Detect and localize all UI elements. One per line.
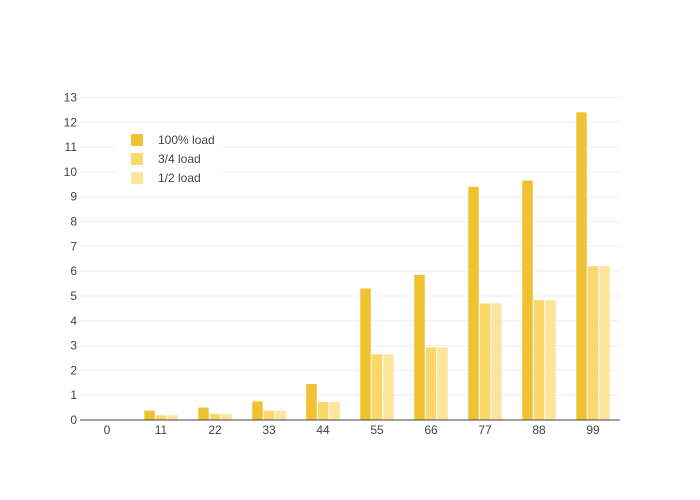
y-tick-label: 0 — [70, 413, 77, 427]
x-tick-label: 22 — [208, 423, 222, 437]
bar[interactable] — [371, 354, 383, 420]
y-tick-label: 9 — [70, 190, 77, 204]
y-tick-label: 7 — [70, 239, 77, 253]
bar[interactable] — [414, 274, 425, 420]
x-tick-label: 77 — [478, 423, 492, 437]
bar[interactable] — [479, 303, 491, 420]
y-tick-label: 10 — [64, 165, 78, 179]
legend-label: 3/4 load — [158, 152, 201, 166]
bar[interactable] — [491, 303, 502, 420]
bar[interactable] — [329, 402, 340, 420]
legend-item[interactable]: 1/2 load — [131, 171, 201, 185]
bars — [144, 112, 610, 421]
bar[interactable] — [437, 347, 448, 420]
y-tick-label: 6 — [70, 264, 77, 278]
bar[interactable] — [263, 410, 275, 420]
y-tick-label: 8 — [70, 215, 77, 229]
y-tick-label: 13 — [64, 90, 78, 104]
x-tick-label: 0 — [104, 423, 111, 437]
bar[interactable] — [468, 186, 479, 420]
bar[interactable] — [144, 410, 155, 420]
y-tick-label: 11 — [65, 140, 78, 154]
bar[interactable] — [155, 415, 167, 420]
bar[interactable] — [275, 410, 286, 420]
bar[interactable] — [522, 180, 533, 420]
bar[interactable] — [198, 407, 209, 420]
legend-label: 1/2 load — [158, 171, 201, 185]
x-tick-label: 11 — [155, 423, 168, 437]
y-tick-label: 2 — [70, 363, 77, 377]
legend[interactable]: 100% load 3/4 load 1/2 load — [116, 128, 223, 188]
x-tick-label: 44 — [316, 423, 330, 437]
bar[interactable] — [587, 266, 599, 420]
bar[interactable] — [317, 402, 329, 420]
bar[interactable] — [306, 384, 317, 420]
x-axis-ticks: 0 11 22 33 44 55 66 77 88 99 — [104, 423, 600, 437]
y-tick-label: 5 — [70, 289, 77, 303]
x-tick-label: 88 — [532, 423, 546, 437]
legend-swatch — [131, 172, 143, 184]
bar[interactable] — [533, 300, 545, 420]
bar[interactable] — [576, 112, 587, 421]
bar[interactable] — [545, 300, 556, 420]
bar[interactable] — [221, 413, 232, 420]
legend-label: 100% load — [158, 133, 215, 147]
bar[interactable] — [209, 413, 221, 420]
y-tick-label: 1 — [70, 388, 77, 402]
bar[interactable] — [167, 415, 178, 420]
legend-item[interactable]: 100% load — [131, 133, 215, 147]
bar[interactable] — [383, 354, 394, 420]
bar[interactable] — [252, 401, 263, 420]
legend-swatch — [131, 153, 143, 165]
bar[interactable] — [360, 288, 371, 420]
x-tick-label: 66 — [424, 423, 438, 437]
x-tick-label: 55 — [370, 423, 384, 437]
legend-swatch — [131, 134, 143, 146]
y-tick-label: 3 — [70, 339, 77, 353]
y-tick-label: 12 — [64, 115, 78, 129]
bar[interactable] — [425, 347, 437, 420]
x-tick-label: 33 — [262, 423, 276, 437]
legend-item[interactable]: 3/4 load — [131, 152, 201, 166]
bar[interactable] — [599, 266, 610, 420]
x-tick-label: 99 — [586, 423, 600, 437]
y-tick-label: 4 — [70, 314, 77, 328]
